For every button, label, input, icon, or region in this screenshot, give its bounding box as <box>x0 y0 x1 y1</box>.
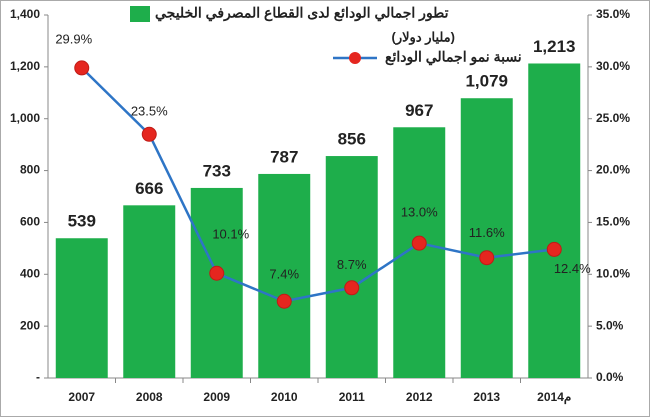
y2-tick-label: 30.0% <box>596 59 630 73</box>
line-value-label: 23.5% <box>131 104 168 119</box>
bar-value-label: 856 <box>338 130 366 149</box>
legend-swatch-bar <box>130 6 150 22</box>
y2-tick-label: 25.0% <box>596 111 630 125</box>
bar <box>460 98 513 378</box>
bar <box>55 238 108 378</box>
y2-tick-label: 0.0% <box>596 370 624 384</box>
bar <box>190 187 243 378</box>
line-value-label: 12.4% <box>554 261 591 276</box>
bar <box>123 205 176 378</box>
y-tick-label: 400 <box>20 266 40 280</box>
bar-value-label: 1,079 <box>465 72 508 91</box>
bar-value-label: 666 <box>135 179 163 198</box>
x-tick-label: 2008 <box>136 390 163 404</box>
bar <box>393 127 446 378</box>
y-tick-label: 800 <box>20 163 40 177</box>
y2-tick-label: 20.0% <box>596 163 630 177</box>
y-tick-label: 1,400 <box>10 7 40 21</box>
y2-tick-label: 10.0% <box>596 266 630 280</box>
bar-value-label: 1,213 <box>533 37 576 56</box>
bar <box>258 173 311 378</box>
bar <box>528 63 581 379</box>
legend-swatch-marker <box>349 52 361 64</box>
line-marker <box>74 60 90 76</box>
line-value-label: 13.0% <box>401 205 438 220</box>
x-tick-label: 2011 <box>339 390 365 404</box>
y2-tick-label: 15.0% <box>596 215 630 229</box>
line-marker <box>276 293 292 309</box>
x-tick-label: 2012 <box>406 390 433 404</box>
y2-tick-label: 5.0% <box>596 318 624 332</box>
line-value-label: 11.6% <box>469 225 505 240</box>
y2-tick-label: 35.0% <box>596 7 630 21</box>
line-marker <box>209 265 225 281</box>
x-tick-label: 2013 <box>473 390 500 404</box>
y-tick-label: 1,200 <box>10 59 40 73</box>
bar <box>325 156 378 378</box>
bar-value-label: 787 <box>270 147 298 166</box>
line-value-label: 29.9% <box>55 31 92 46</box>
line <box>80 67 555 303</box>
x-tick-label: 2007 <box>68 390 95 404</box>
y-tick-label: 200 <box>20 318 40 332</box>
bar-value-label: 967 <box>405 101 433 120</box>
line-value-label: 7.4% <box>269 267 299 282</box>
line-marker <box>141 126 157 142</box>
y-tick-label: 1,000 <box>10 111 40 125</box>
legend-note: (مليار دولار) <box>392 29 456 45</box>
bar-value-label: 733 <box>203 161 231 180</box>
x-tick-label: 2009 <box>203 390 230 404</box>
x-tick-label: 2010 <box>271 390 298 404</box>
line-marker <box>479 250 495 266</box>
line-value-label: 10.1% <box>212 227 249 242</box>
y-tick-label: - <box>36 370 40 384</box>
x-tick-label: 2014م <box>537 390 571 405</box>
y-tick-label: 600 <box>20 215 40 229</box>
legend-label: نسبة نمو اجمالي الودائع <box>385 49 522 66</box>
line-value-label: 8.7% <box>337 257 367 272</box>
line-marker <box>546 241 562 257</box>
legend-label: تطور اجمالي الودائع لدى القطاع المصرفي ا… <box>155 5 449 22</box>
line-marker <box>411 235 427 251</box>
line-marker <box>344 280 360 296</box>
bar-value-label: 539 <box>68 212 96 231</box>
